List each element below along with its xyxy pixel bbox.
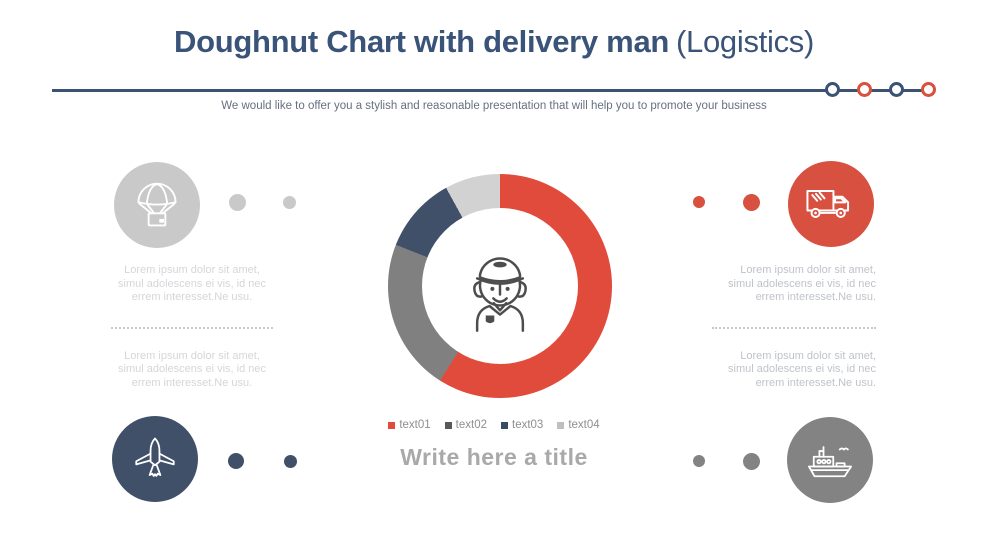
truck-icon bbox=[806, 190, 850, 218]
divider-line bbox=[52, 89, 930, 92]
decor-dot bbox=[283, 196, 296, 209]
airplane-circle bbox=[112, 416, 198, 502]
legend-label: text04 bbox=[568, 419, 600, 431]
decor-dot bbox=[693, 455, 705, 467]
title-main: Doughnut Chart with delivery man bbox=[173, 24, 670, 59]
delivery-man-icon bbox=[473, 257, 527, 332]
decor-dot bbox=[743, 453, 760, 470]
ship-icon bbox=[807, 446, 853, 478]
decor-dot bbox=[228, 453, 244, 469]
doughnut-chart bbox=[388, 174, 612, 398]
divider-ring bbox=[921, 82, 936, 97]
airplane-icon bbox=[135, 437, 175, 477]
lorem-text-bottom-right: Lorem ipsum dolor sit amet, simul adoles… bbox=[728, 349, 876, 389]
dotted-divider bbox=[712, 326, 876, 329]
lorem-text-bottom-left: Lorem ipsum dolor sit amet, simul adoles… bbox=[118, 349, 266, 389]
dotted-divider bbox=[111, 326, 273, 329]
right-text-panel: Lorem ipsum dolor sit amet, simul adoles… bbox=[712, 264, 876, 390]
decor-dot bbox=[743, 194, 760, 211]
page-title: Doughnut Chart with delivery man (Logisti… bbox=[0, 24, 988, 60]
decor-dot bbox=[693, 196, 705, 208]
legend-label: text01 bbox=[399, 419, 431, 431]
legend-label: text03 bbox=[512, 419, 544, 431]
title-suffix: (Logistics) bbox=[676, 24, 814, 59]
divider-ring bbox=[825, 82, 840, 97]
divider-ring bbox=[889, 82, 904, 97]
legend-swatch bbox=[388, 421, 396, 429]
legend-swatch bbox=[501, 421, 508, 429]
lorem-text-top-left: Lorem ipsum dolor sit amet, simul adoles… bbox=[118, 264, 266, 303]
decor-dot bbox=[229, 194, 246, 211]
truck-circle bbox=[788, 161, 874, 247]
lorem-text-top-right: Lorem ipsum dolor sit amet, simul adoles… bbox=[728, 264, 876, 303]
subtitle: We would like to offer you a stylish and… bbox=[221, 100, 767, 112]
parachute-circle bbox=[114, 162, 200, 248]
parachute-delivery-icon bbox=[137, 182, 177, 227]
chart-legend: text01 text02 text03 text04 bbox=[0, 419, 988, 431]
divider-rings bbox=[825, 82, 936, 97]
ship-circle bbox=[787, 417, 873, 503]
legend-item: text02 bbox=[444, 419, 487, 431]
doughnut-center bbox=[422, 208, 578, 364]
legend-item: text04 bbox=[557, 419, 600, 431]
decor-dot bbox=[284, 455, 297, 468]
legend-item: text01 bbox=[388, 419, 431, 431]
legend-item: text03 bbox=[501, 419, 543, 431]
divider-ring bbox=[857, 82, 872, 97]
chart-title-placeholder: Write here a title bbox=[400, 444, 588, 470]
legend-label: text02 bbox=[455, 419, 487, 431]
left-text-panel: Lorem ipsum dolor sit amet, simul adoles… bbox=[111, 264, 273, 390]
legend-swatch bbox=[557, 421, 565, 429]
legend-swatch bbox=[444, 421, 452, 429]
